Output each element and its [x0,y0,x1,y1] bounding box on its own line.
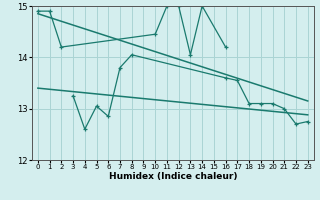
X-axis label: Humidex (Indice chaleur): Humidex (Indice chaleur) [108,172,237,181]
